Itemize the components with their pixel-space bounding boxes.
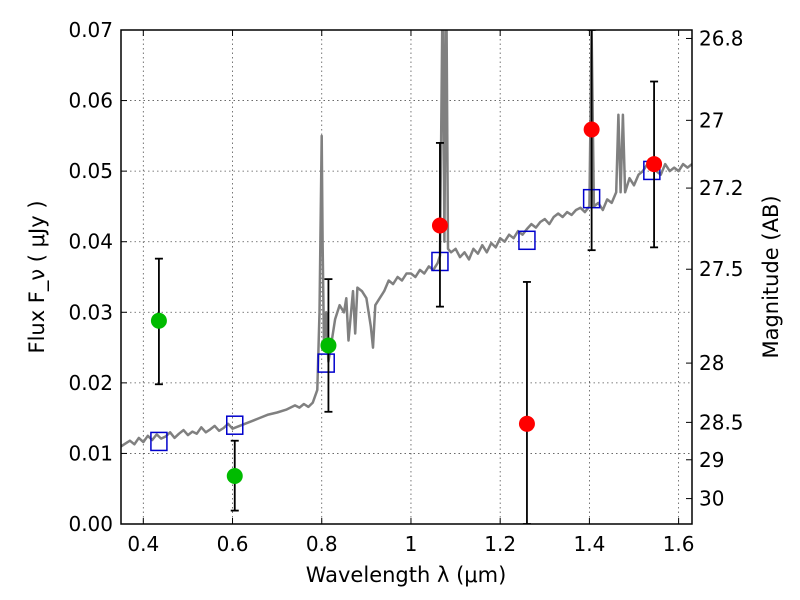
y-tick-label: 0.04 <box>68 230 113 254</box>
spectrum-line <box>121 30 692 448</box>
y2-tick-label: 28.5 <box>699 410 744 434</box>
observed-point <box>646 156 663 173</box>
y-tick-label: 0.03 <box>68 300 113 324</box>
axes: 0.4 0.6 0.8 1 1.2 1.4 1.6 0.00 0.01 0.02 0.03 0.04 0… <box>68 18 743 556</box>
y-tick-label: 0.01 <box>68 441 113 465</box>
y-tick-label: 0.05 <box>68 159 113 183</box>
x-tick-label: 1.4 <box>573 532 605 556</box>
y2-tick-label: 30 <box>699 487 724 511</box>
y2-tick-label: 28 <box>699 351 724 375</box>
y-axis-title-text: Flux F_ν ( μJy ) <box>25 200 50 353</box>
y2-tick-label: 27.5 <box>699 257 744 281</box>
model-square-point <box>150 431 168 452</box>
x-tick-label: 1.2 <box>484 532 516 556</box>
grid-lines <box>121 30 692 524</box>
observed-point <box>431 217 448 234</box>
plot-area <box>121 30 692 524</box>
x-axis-title: Wavelength λ (μm) <box>306 563 507 587</box>
model-square-point <box>317 353 335 373</box>
y-tick-label: 0.02 <box>68 371 113 395</box>
observed-point <box>518 415 535 432</box>
x-tick-label: 0.6 <box>217 532 249 556</box>
y2-tick-label: 27 <box>699 108 724 132</box>
observed-point <box>226 468 243 485</box>
observed-point <box>583 121 600 138</box>
y2-tick-label: 26.8 <box>699 26 744 50</box>
model-square-point <box>226 415 244 435</box>
x-tick-label: 0.4 <box>127 532 159 556</box>
x-tick-label: 0.8 <box>306 532 338 556</box>
x-tick-label: 1.6 <box>663 532 695 556</box>
y2-tick-label: 29 <box>699 448 724 472</box>
y-axis-title: Flux F_ν ( μJy ) <box>25 200 50 353</box>
y-tick-label: 0.07 <box>68 18 113 42</box>
y-tick-label: 0.06 <box>68 89 113 113</box>
observed-point <box>150 312 167 329</box>
y2-axis-title: Magnitude (AB) <box>759 195 783 358</box>
plot-frame <box>120 29 693 525</box>
y-tick-label: 0.00 <box>68 512 113 536</box>
model-square-point <box>518 230 536 251</box>
y2-tick-label: 27.2 <box>699 176 744 200</box>
observed-point <box>320 337 337 354</box>
x-tick-label: 1 <box>405 532 418 556</box>
